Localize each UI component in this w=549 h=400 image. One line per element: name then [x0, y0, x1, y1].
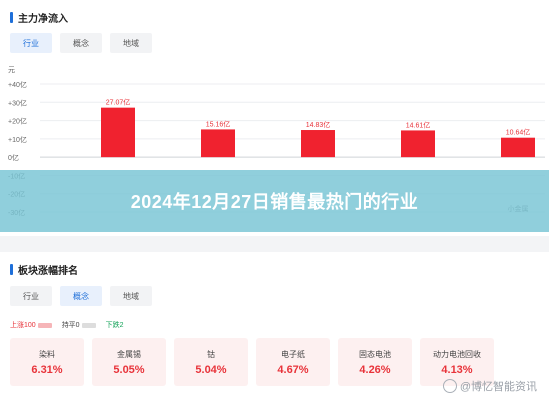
- y-tick-label: +20亿: [8, 117, 27, 126]
- sector-change: 5.04%: [195, 363, 227, 376]
- stat-down-label: 下跌2: [105, 322, 124, 329]
- sector-name: 钴: [207, 349, 215, 359]
- bar: [201, 129, 235, 158]
- market-breadth: 上涨100 持平0 下跌2: [10, 320, 124, 330]
- y-tick-label: +10亿: [8, 135, 27, 144]
- sector-change: 5.05%: [113, 363, 145, 376]
- banner-title: 2024年12月27日销售最热门的行业: [130, 192, 419, 212]
- title-banner: 2024年12月27日销售最热门的行业: [0, 170, 549, 232]
- bar-value-label: 10.64亿: [506, 128, 531, 137]
- tab-concept[interactable]: 概念: [60, 33, 102, 53]
- bar-value-label: 14.83亿: [306, 120, 331, 129]
- bar: [301, 130, 335, 158]
- y-tick-label: 0亿: [8, 153, 19, 162]
- bar: [501, 137, 535, 158]
- stat-up-label: 上涨100: [10, 322, 36, 329]
- stat-down: 下跌2: [106, 320, 124, 330]
- y-axis-unit: 元: [8, 66, 15, 74]
- watermark-text: @博忆智能资讯: [459, 381, 537, 393]
- tab-concept[interactable]: 概念: [60, 286, 102, 306]
- board-tabs: 行业 概念 地域: [10, 286, 152, 306]
- sector-name: 金属锡: [117, 349, 141, 359]
- title-accent-bar: [10, 264, 13, 275]
- board-ranking-panel: 板块涨幅排名 行业 概念 地域 上涨100 持平0 下跌2 染料 6.31% 金…: [0, 252, 549, 400]
- sector-change: 4.13%: [441, 363, 473, 376]
- watermark: @博忆智能资讯: [442, 378, 537, 394]
- y-tick-label: +30亿: [8, 98, 27, 107]
- sector-name: 动力电池回收: [433, 349, 481, 359]
- stat-flat-label: 持平0: [61, 322, 80, 329]
- sector-name: 电子纸: [281, 349, 305, 359]
- fund-flow-tabs: 行业 概念 地域: [10, 33, 152, 53]
- tab-industry[interactable]: 行业: [10, 33, 52, 53]
- bar-value-label: 27.07亿: [106, 98, 131, 107]
- board-title: 板块涨幅排名: [10, 262, 78, 277]
- tab-industry[interactable]: 行业: [10, 286, 52, 306]
- weibo-logo-icon: [442, 379, 457, 393]
- sector-change: 6.31%: [31, 363, 63, 376]
- sector-change: 4.67%: [277, 363, 309, 376]
- sector-card[interactable]: 钴 5.04%: [174, 338, 248, 386]
- title-accent-bar: [10, 12, 13, 23]
- stat-flat: 持平0: [62, 320, 96, 330]
- sector-name: 固态电池: [359, 349, 391, 359]
- stat-flat-bar: [81, 322, 96, 328]
- fund-flow-title: 主力净流入: [10, 10, 68, 25]
- sector-change: 4.26%: [359, 363, 391, 376]
- bar: [401, 130, 435, 158]
- y-tick-label: +40亿: [8, 80, 27, 89]
- bar: [101, 107, 135, 158]
- stat-up: 上涨100: [10, 320, 52, 330]
- sector-card[interactable]: 固态电池 4.26%: [338, 338, 412, 386]
- board-title-text: 板块涨幅排名: [18, 266, 78, 277]
- sector-card[interactable]: 动力电池回收 4.13%: [420, 338, 494, 386]
- tab-region[interactable]: 地域: [110, 286, 152, 306]
- sector-name: 染料: [39, 349, 55, 359]
- tab-region[interactable]: 地域: [110, 33, 152, 53]
- fund-flow-title-text: 主力净流入: [18, 14, 68, 25]
- bar-value-label: 14.61亿: [406, 120, 431, 129]
- sector-card[interactable]: 金属锡 5.05%: [92, 338, 166, 386]
- bar-value-label: 15.16亿: [206, 119, 231, 128]
- sector-card[interactable]: 电子纸 4.67%: [256, 338, 330, 386]
- sector-cards: 染料 6.31% 金属锡 5.05% 钴 5.04% 电子纸 4.67% 固态电…: [10, 338, 494, 386]
- sector-card[interactable]: 染料 6.31%: [10, 338, 84, 386]
- stat-up-bar: [37, 322, 52, 328]
